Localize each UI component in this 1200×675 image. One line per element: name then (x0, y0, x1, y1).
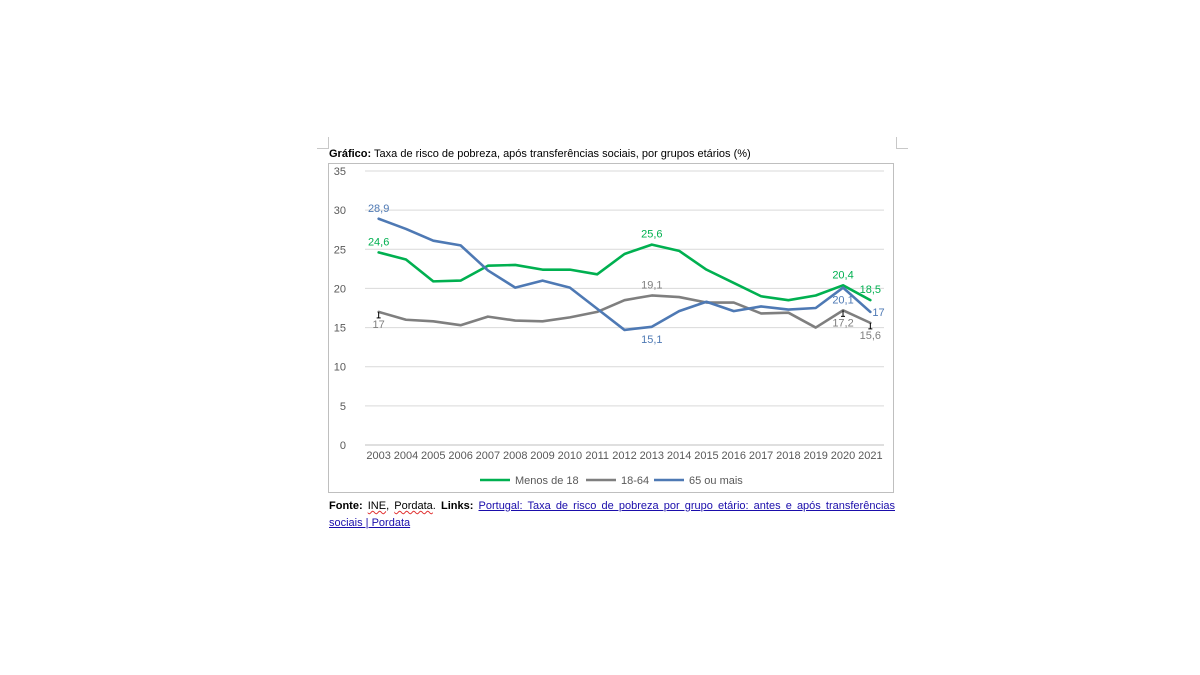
chart-series-lines (377, 217, 872, 332)
links-label: Links: (440, 500, 474, 512)
chart-data-labels: 24,6 25,6 20,4 18,5 17 19,1 17,2 15,6 28,9 15,1 20… (368, 203, 885, 346)
data-label-2-18: 17 (872, 307, 884, 319)
source-pordata: Pordata (394, 500, 433, 512)
x-tick-2012: 2012 (612, 450, 636, 462)
series-line-1 (377, 294, 872, 329)
legend-label-2: 65 ou mais (689, 475, 743, 487)
y-axis-tick-labels: 0 5 10 15 20 25 30 35 (334, 166, 346, 452)
y-tick-30: 30 (334, 205, 346, 217)
x-tick-2003: 2003 (366, 450, 390, 462)
data-label-0-10: 25,6 (641, 229, 662, 241)
y-tick-25: 25 (334, 244, 346, 256)
x-tick-2004: 2004 (394, 450, 418, 462)
data-label-1-0: 17 (373, 319, 385, 331)
y-tick-0: 0 (340, 440, 346, 452)
data-label-2-0: 28,9 (368, 203, 389, 215)
page-corner-mark-left (317, 137, 329, 149)
legend-label-1: 18-64 (621, 475, 649, 487)
data-label-1-17: 17,2 (832, 317, 853, 329)
source-label: Fonte: (329, 500, 363, 512)
page-corner-mark-right (896, 137, 908, 149)
x-tick-2016: 2016 (722, 450, 746, 462)
x-tick-2014: 2014 (667, 450, 691, 462)
data-label-0-17: 20,4 (832, 269, 853, 281)
series-line-2 (377, 217, 872, 332)
series-line-0 (377, 243, 872, 302)
data-label-0-18: 18,5 (860, 284, 881, 296)
data-label-0-0: 24,6 (368, 236, 389, 248)
x-axis-tick-labels: 2003 2004 2005 2006 2007 2008 2009 2010 2011 2012… (366, 450, 882, 462)
source-sep-2: . (432, 500, 441, 512)
chart-gridlines (365, 170, 884, 446)
x-tick-2020: 2020 (831, 450, 855, 462)
source-note: Fonte: INE, Pordata. Links: Portugal: Ta… (329, 498, 895, 532)
y-tick-10: 10 (334, 362, 346, 374)
chart-legend: Menos de 18 18-64 65 ou mais (480, 475, 743, 487)
data-label-2-17: 20,1 (832, 295, 853, 307)
x-tick-2013: 2013 (640, 450, 664, 462)
x-tick-2010: 2010 (558, 450, 582, 462)
data-label-1-18: 15,6 (860, 330, 881, 342)
pordata-link[interactable]: Portugal: Taxa de risco de pobreza por g… (329, 500, 895, 529)
x-tick-2015: 2015 (694, 450, 718, 462)
x-tick-2006: 2006 (448, 450, 472, 462)
x-tick-2021: 2021 (858, 450, 882, 462)
caption-text: Taxa de risco de pobreza, após transferê… (371, 148, 751, 160)
y-tick-5: 5 (340, 401, 346, 413)
x-tick-2008: 2008 (503, 450, 527, 462)
chart-label-markers (376, 310, 873, 330)
x-tick-2011: 2011 (585, 450, 609, 462)
data-label-2-10: 15,1 (641, 334, 662, 346)
x-tick-2017: 2017 (749, 450, 773, 462)
y-tick-35: 35 (334, 166, 346, 178)
x-tick-2009: 2009 (530, 450, 554, 462)
legend-label-0: Menos de 18 (515, 475, 579, 487)
source-sep-1: , (386, 500, 395, 512)
x-tick-2005: 2005 (421, 450, 445, 462)
chart-caption: Gráfico: Taxa de risco de pobreza, após … (329, 148, 751, 160)
y-tick-15: 15 (334, 323, 346, 335)
x-tick-2019: 2019 (803, 450, 827, 462)
data-label-1-10: 19,1 (641, 279, 662, 291)
caption-label: Gráfico: (329, 148, 372, 160)
x-tick-2007: 2007 (476, 450, 500, 462)
y-tick-20: 20 (334, 283, 346, 295)
x-tick-2018: 2018 (776, 450, 800, 462)
source-ine: INE (367, 500, 387, 512)
